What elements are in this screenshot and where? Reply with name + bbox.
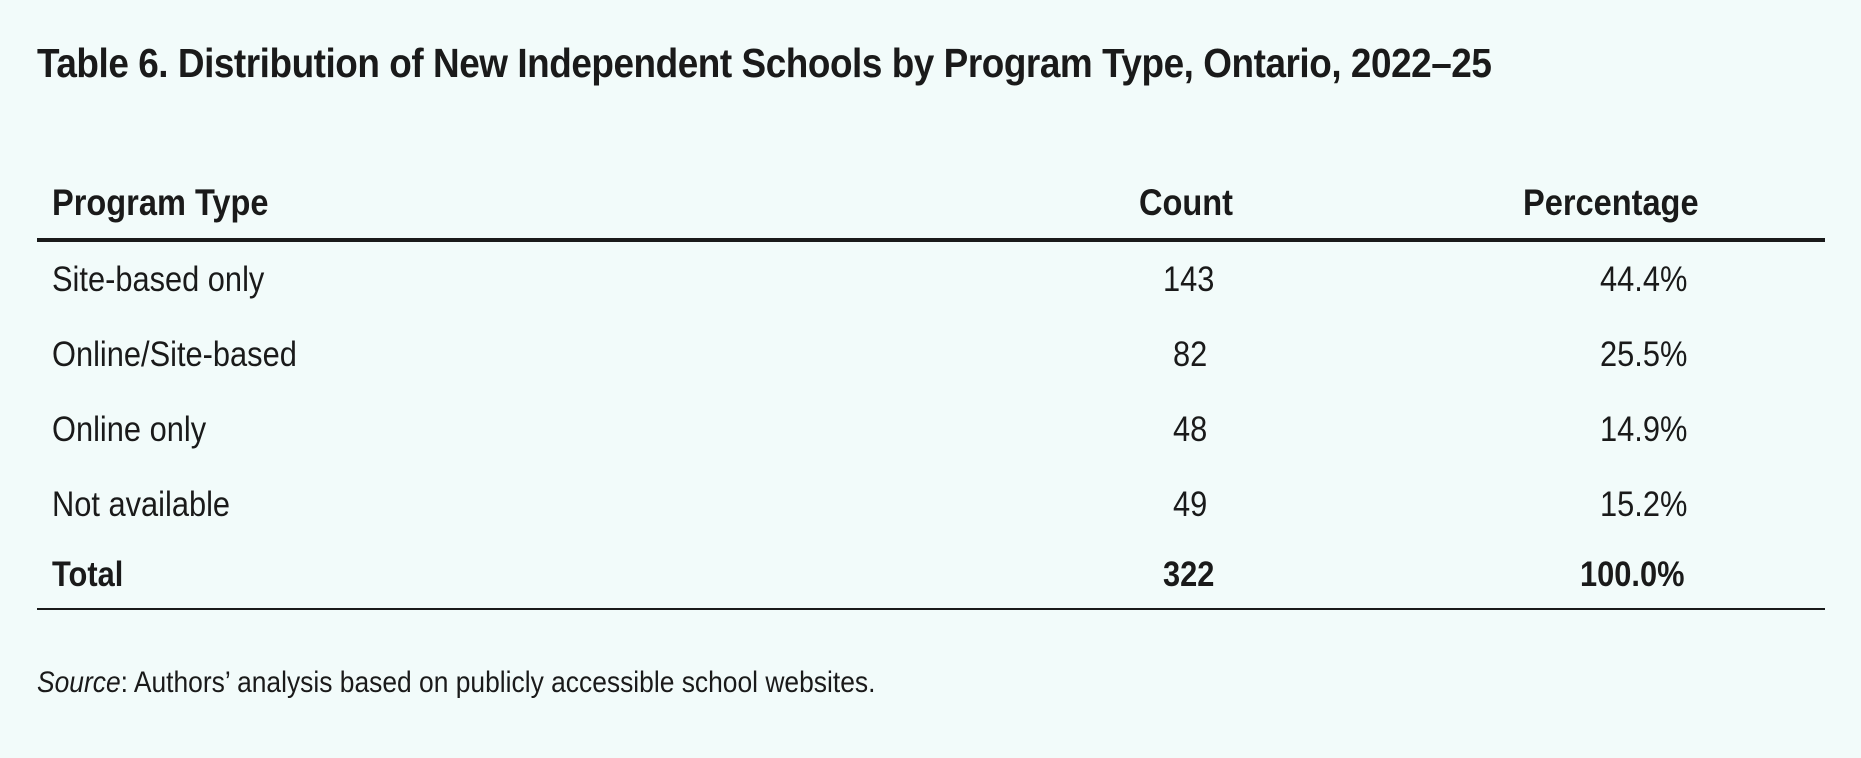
table-header-row: Program Type Count Percentage — [37, 168, 1825, 238]
table-row: Online only 48 14.9% — [37, 392, 1825, 467]
percentage-cell: 14.9% — [1599, 410, 1688, 449]
total-label-cell: Total — [52, 555, 124, 594]
count-cell: 48 — [1172, 410, 1207, 449]
table-row: Not available 49 15.2% — [37, 467, 1825, 542]
program-type-cell: Not available — [52, 485, 231, 524]
bottom-rule — [37, 608, 1825, 610]
percentage-cell: 15.2% — [1599, 485, 1688, 524]
header-count: Count — [1138, 182, 1233, 223]
table-title: Table 6. Distribution of New Independent… — [37, 40, 1492, 86]
source-note: Source: Authors’ analysis based on publi… — [37, 666, 990, 700]
header-program-type: Program Type — [52, 182, 269, 223]
percentage-cell: 44.4% — [1599, 260, 1688, 299]
program-type-cell: Online only — [52, 410, 207, 449]
count-cell: 143 — [1162, 260, 1215, 299]
table-row: Online/Site-based 82 25.5% — [37, 317, 1825, 392]
table-row: Site-based only 143 44.4% — [37, 242, 1825, 317]
header-percentage: Percentage — [1523, 182, 1699, 223]
total-row: Total 322 100.0% — [37, 542, 1825, 608]
source-text: : Authors’ analysis based on publicly ac… — [120, 666, 876, 699]
count-cell: 49 — [1172, 485, 1207, 524]
header-rule — [37, 238, 1825, 242]
total-count-cell: 322 — [1162, 555, 1215, 594]
percentage-cell: 25.5% — [1599, 335, 1688, 374]
total-percentage-cell: 100.0% — [1580, 555, 1685, 594]
source-label: Source — [37, 666, 121, 699]
count-cell: 82 — [1172, 335, 1207, 374]
program-type-cell: Online/Site-based — [52, 335, 297, 374]
program-type-cell: Site-based only — [52, 260, 265, 299]
data-table: Program Type Count Percentage Site-based… — [37, 168, 1825, 610]
